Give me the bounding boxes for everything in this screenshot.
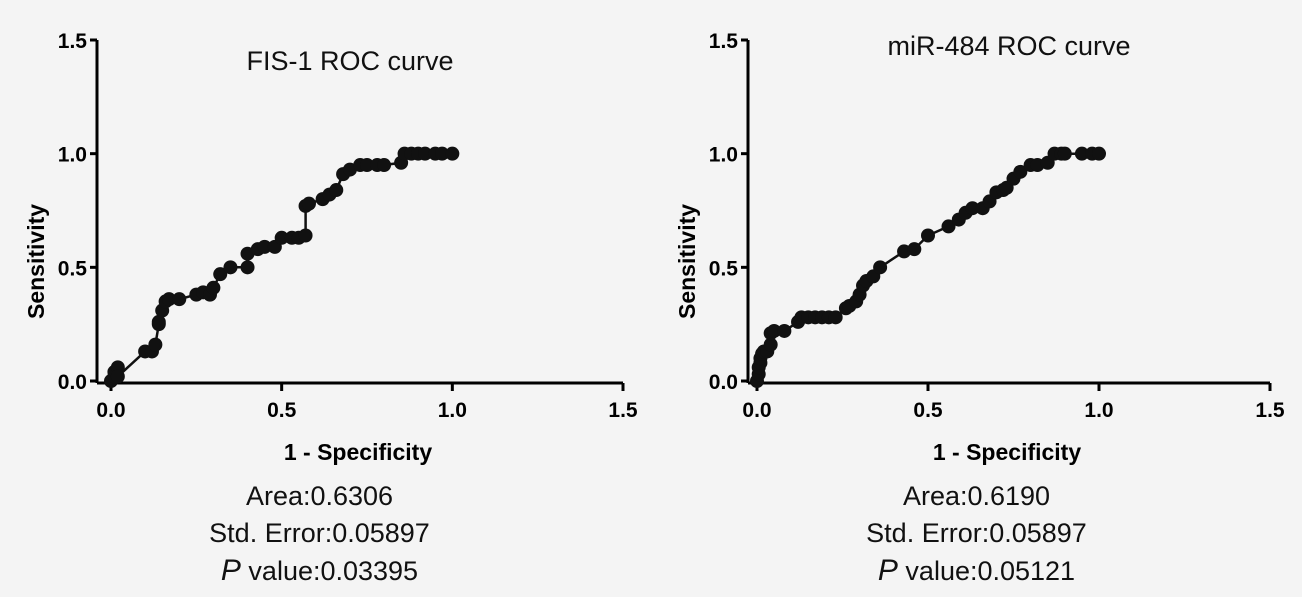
x-axis-label: 1 - Specificity <box>933 439 1081 465</box>
data-point <box>1057 146 1072 161</box>
data-point <box>1074 146 1089 161</box>
fis1-p-value-line: P value:0.03395 <box>0 552 645 590</box>
x-tick-label: 0.5 <box>913 399 943 422</box>
roc-curve-line <box>755 152 1099 382</box>
data-point <box>206 280 221 295</box>
y-tick-label: 1.0 <box>58 144 87 167</box>
y-tick-label: 0.0 <box>58 371 87 394</box>
data-point <box>921 228 935 243</box>
data-point <box>965 201 980 216</box>
data-point <box>445 146 460 161</box>
data-point <box>213 267 228 282</box>
x-tick-label: 0.0 <box>96 399 125 422</box>
data-point <box>223 260 238 275</box>
data-point <box>298 228 313 243</box>
mir484-p-value-line: P value:0.05121 <box>651 552 1302 590</box>
x-tick-label: 1.0 <box>438 399 467 422</box>
y-tick-label: 1.0 <box>709 144 738 167</box>
y-axis-label: Sensitivity <box>674 204 700 319</box>
x-tick-label: 1.5 <box>608 399 638 422</box>
fis1-p-symbol: P <box>220 554 241 587</box>
fis1-roc-panel: 0.0 0.5 1.0 1.5 0.0 0.5 1.0 1.5 1 - Specificity S… <box>0 30 645 590</box>
data-point <box>148 337 163 352</box>
mir484-p-symbol: P <box>877 554 898 587</box>
data-point <box>377 158 392 173</box>
data-point <box>172 292 187 307</box>
x-tick-label: 1.0 <box>1084 399 1113 422</box>
data-point <box>329 183 344 198</box>
data-point <box>873 260 888 275</box>
y-tick-label: 0.5 <box>58 257 88 280</box>
data-point <box>763 337 778 352</box>
fis1-std-error: Std. Error:0.05897 <box>209 518 430 548</box>
chart-title: FIS-1 ROC curve <box>246 46 453 76</box>
y-tick-label: 0.0 <box>709 371 738 394</box>
mir484-p-value: value:0.05121 <box>897 556 1076 586</box>
fis1-p-value: value:0.03395 <box>240 556 419 586</box>
data-point <box>435 146 450 161</box>
x-axis-label: 1 - Specificity <box>284 439 432 465</box>
mir484-area: Area:0.6190 <box>902 481 1051 511</box>
y-axis-label: Sensitivity <box>23 204 49 319</box>
mir484-roc-chart: 0.0 0.5 1.0 1.5 0.0 0.5 1.0 1.5 1 - Specificity S… <box>674 30 1285 465</box>
y-tick-label: 1.5 <box>709 30 739 53</box>
chart-title: miR-484 ROC curve <box>887 31 1130 61</box>
x-tick-label: 0.5 <box>267 399 297 422</box>
mir484-std-error: Std. Error:0.05897 <box>866 518 1087 548</box>
data-point <box>941 219 956 234</box>
data-point <box>360 158 374 173</box>
data-point <box>240 260 255 275</box>
data-point <box>907 242 922 257</box>
mir484-stats: Area:0.6190 Std. Error:0.05897 P value:0… <box>651 478 1302 590</box>
data-point <box>828 310 843 325</box>
fis1-area: Area:0.6306 <box>245 481 394 511</box>
data-point <box>418 146 433 161</box>
data-point <box>162 292 177 307</box>
data-point <box>1013 164 1028 179</box>
fis1-roc-chart: 0.0 0.5 1.0 1.5 0.0 0.5 1.0 1.5 1 - Specificity S… <box>23 30 638 465</box>
data-point <box>777 323 792 338</box>
roc-curve-line <box>110 152 453 382</box>
data-point <box>151 314 166 329</box>
x-tick-label: 0.0 <box>742 399 771 422</box>
data-point <box>110 369 125 384</box>
mir484-roc-panel: 0.0 0.5 1.0 1.5 0.0 0.5 1.0 1.5 1 - Specificity S… <box>651 0 1302 597</box>
data-point <box>301 196 316 211</box>
y-tick-label: 0.5 <box>709 257 739 280</box>
data-point <box>274 230 289 245</box>
x-tick-label: 1.5 <box>1255 399 1285 422</box>
data-point <box>257 239 272 254</box>
fis1-stats: Area:0.6306 Std. Error:0.05897 P value:0… <box>0 478 645 590</box>
y-tick-label: 1.5 <box>58 30 88 53</box>
data-point <box>767 323 782 338</box>
data-point <box>1092 146 1106 161</box>
